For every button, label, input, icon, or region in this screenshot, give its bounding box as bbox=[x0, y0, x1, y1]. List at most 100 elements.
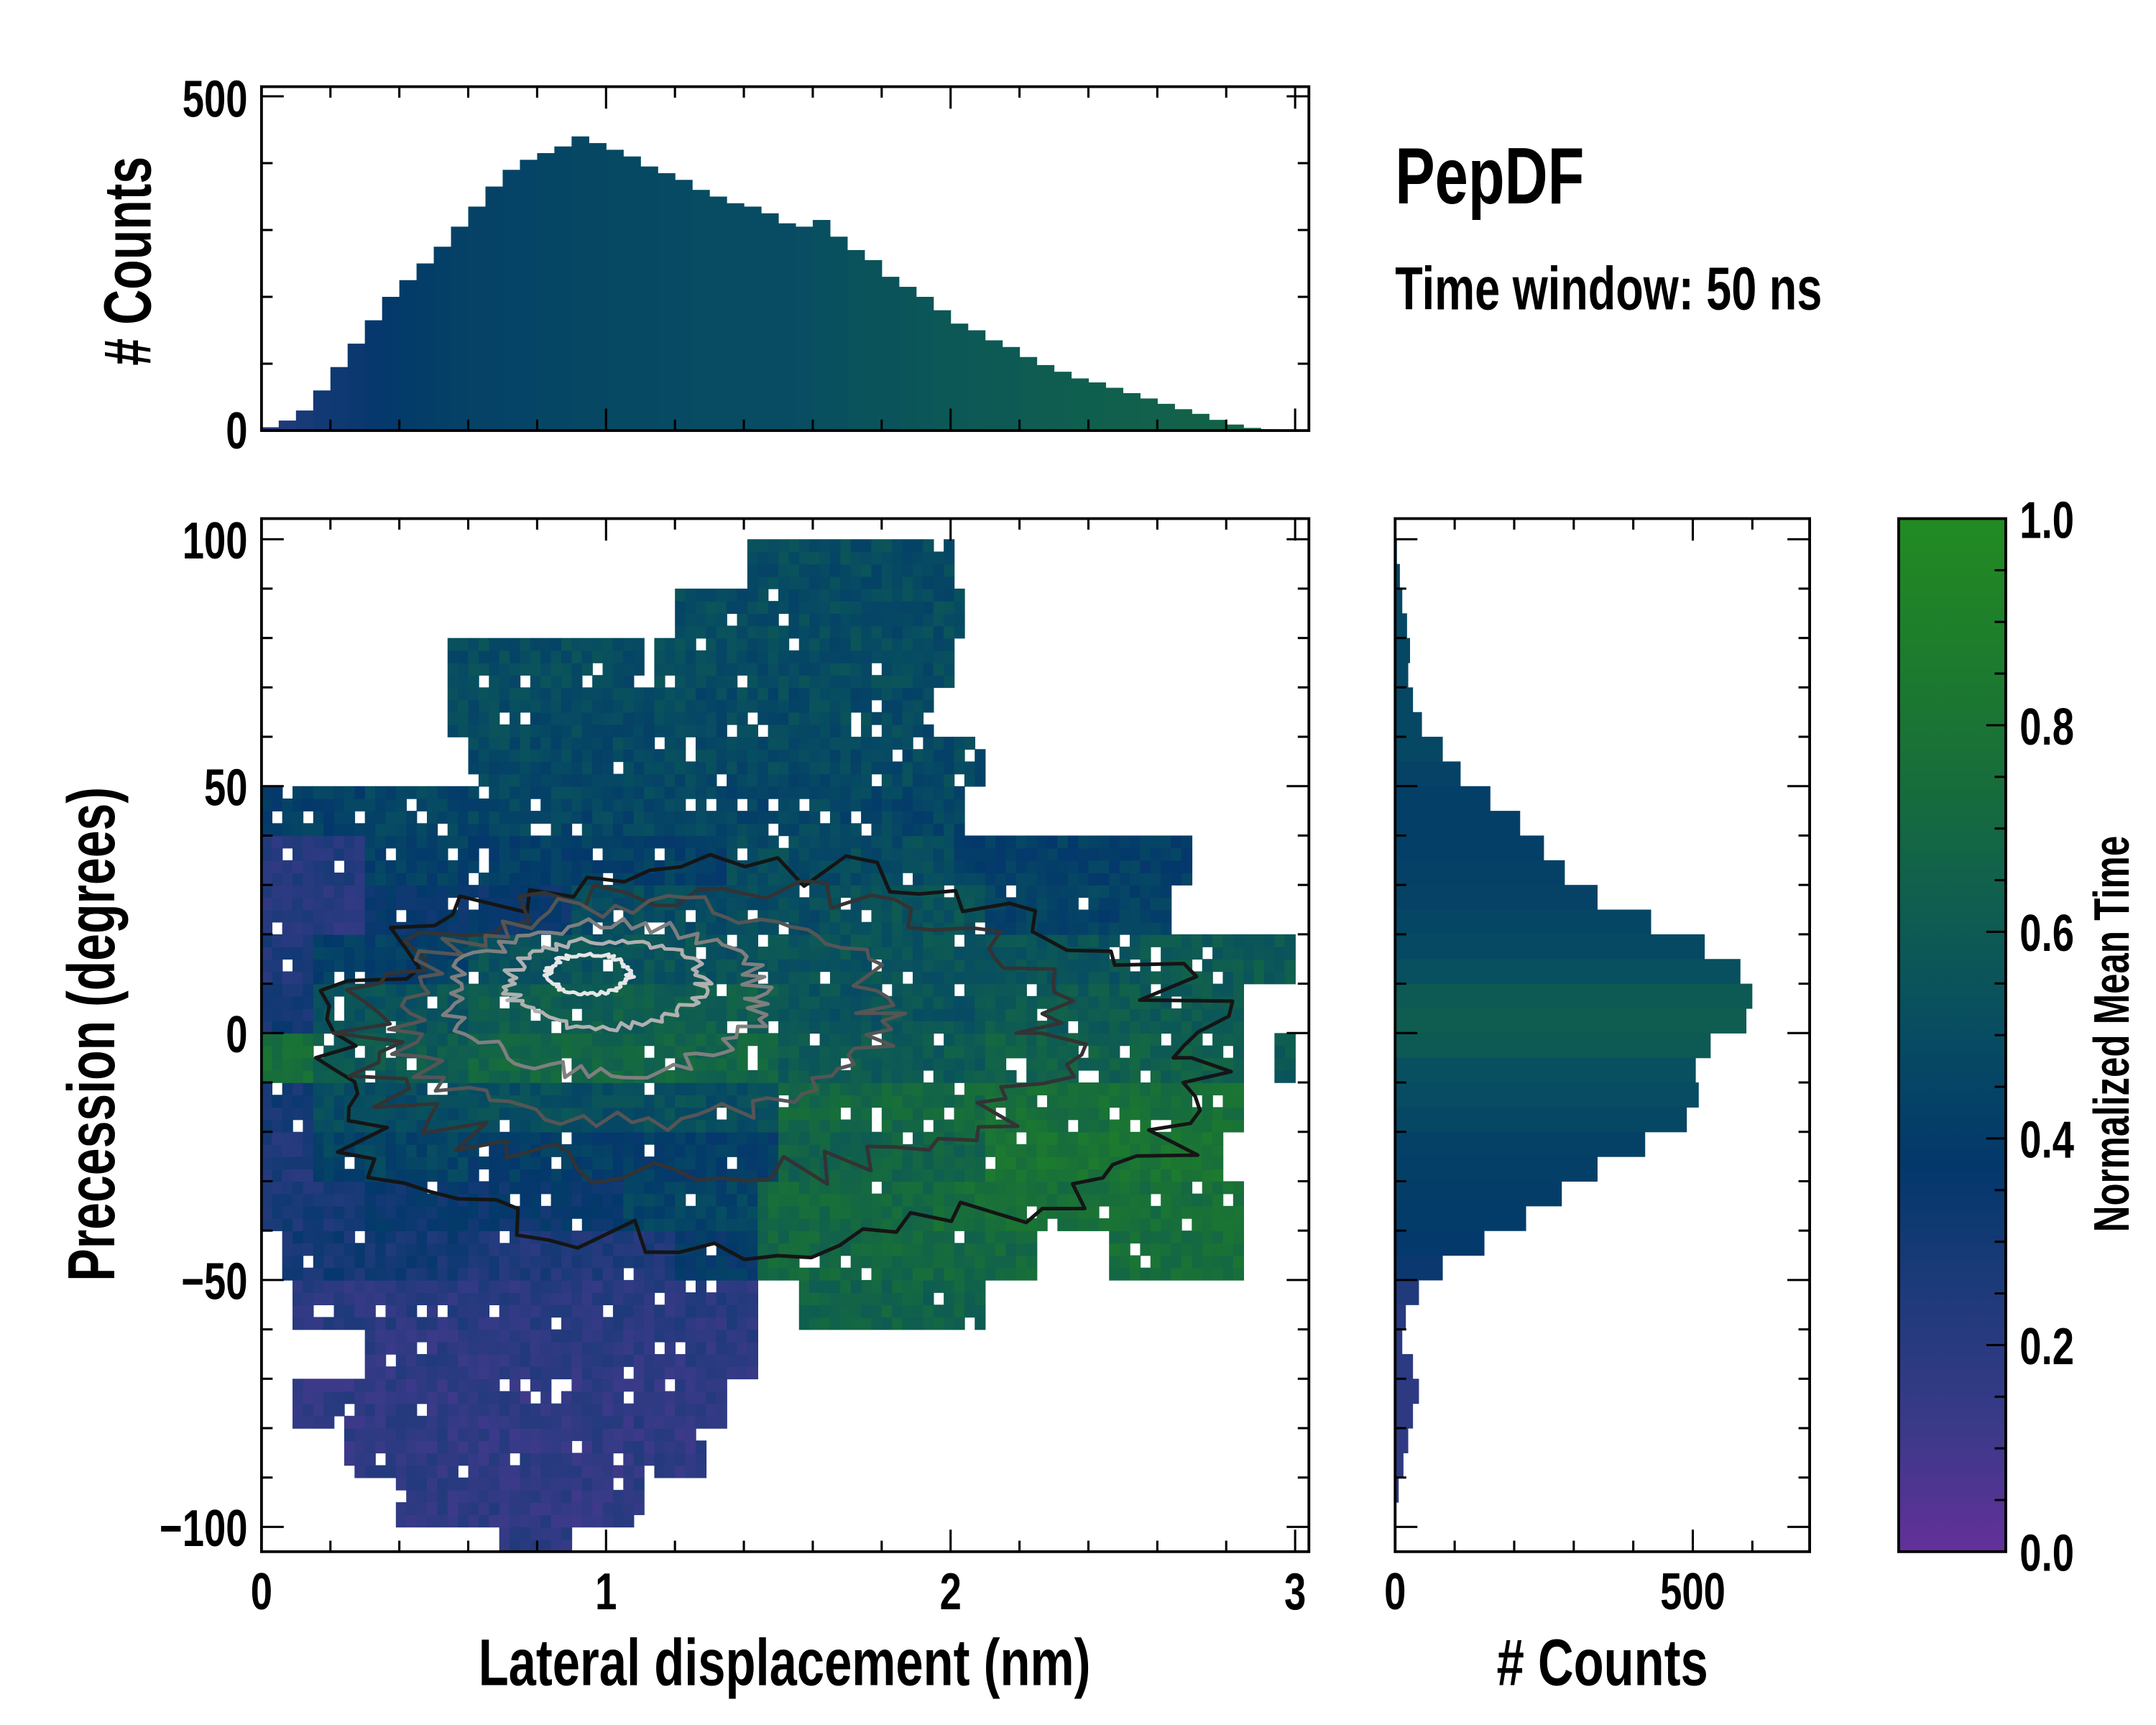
heatmap-cell bbox=[1098, 1181, 1110, 1195]
heatmap-cell bbox=[437, 1502, 448, 1515]
heatmap-cell bbox=[633, 1181, 645, 1195]
heatmap-cell bbox=[664, 1021, 676, 1034]
heatmap-cell bbox=[499, 1156, 510, 1170]
heatmap-cell bbox=[1005, 1144, 1017, 1157]
heatmap-cell bbox=[510, 1427, 521, 1441]
heatmap-cell bbox=[1109, 860, 1120, 873]
heatmap-cell bbox=[727, 1279, 738, 1293]
heatmap-cell bbox=[819, 921, 831, 935]
heatmap-cell bbox=[437, 1033, 448, 1046]
heatmap-cell bbox=[602, 1341, 614, 1355]
heatmap-cell bbox=[944, 786, 955, 799]
heatmap-cell bbox=[757, 1267, 769, 1281]
heatmap-cell bbox=[272, 1070, 283, 1083]
heatmap-cell bbox=[757, 1156, 769, 1170]
heatmap-cell bbox=[406, 897, 418, 911]
heatmap-cell bbox=[447, 1144, 459, 1157]
heatmap-cell bbox=[447, 1230, 459, 1244]
heatmap-cell bbox=[530, 983, 541, 997]
heatmap-cell bbox=[406, 1403, 418, 1417]
heatmap-cell bbox=[1026, 995, 1038, 1009]
heatmap-cell bbox=[954, 1279, 965, 1293]
heatmap-cell bbox=[871, 749, 883, 763]
heatmap-cell bbox=[840, 749, 852, 763]
heatmap-cell bbox=[716, 1341, 727, 1355]
heatmap-cell bbox=[985, 1181, 996, 1195]
heatmap-cell bbox=[902, 625, 913, 639]
heatmap-cell bbox=[654, 909, 665, 923]
heatmap-cell bbox=[923, 601, 934, 615]
heatmap-cell bbox=[1212, 1181, 1224, 1195]
heatmap-cell bbox=[313, 1131, 324, 1145]
heatmap-cell bbox=[664, 1131, 676, 1145]
heatmap-cell bbox=[612, 847, 625, 861]
heatmap-cell bbox=[437, 1353, 448, 1367]
heatmap-cell bbox=[850, 1279, 862, 1293]
top-hist-bar bbox=[433, 247, 452, 431]
heatmap-cell bbox=[571, 773, 583, 787]
heatmap-cell bbox=[778, 873, 790, 886]
heatmap-cell bbox=[510, 1156, 521, 1170]
heatmap-cell bbox=[561, 860, 573, 873]
heatmap-cell bbox=[447, 1427, 459, 1441]
heatmap-cell bbox=[612, 1440, 625, 1454]
heatmap-cell bbox=[478, 1095, 490, 1108]
heatmap-cell bbox=[612, 811, 625, 824]
heatmap-cell bbox=[1109, 1070, 1120, 1083]
heatmap-cell bbox=[706, 1144, 717, 1157]
heatmap-cell bbox=[364, 1243, 376, 1256]
heatmap-cell bbox=[406, 1267, 418, 1281]
heatmap-cell bbox=[354, 1243, 366, 1256]
heatmap-cell bbox=[581, 1391, 593, 1404]
heatmap-cell bbox=[520, 860, 531, 873]
heatmap-cell bbox=[829, 699, 842, 713]
heatmap-cell bbox=[695, 1440, 707, 1454]
heatmap-cell bbox=[654, 1329, 665, 1343]
heatmap-cell bbox=[1088, 897, 1100, 911]
heatmap-cell bbox=[685, 675, 696, 689]
heatmap-cell bbox=[561, 1502, 573, 1515]
heatmap-cell bbox=[1119, 1095, 1130, 1108]
heatmap-cell bbox=[303, 1292, 314, 1305]
heatmap-cell bbox=[344, 1440, 356, 1454]
heatmap-cell bbox=[520, 823, 531, 837]
heatmap-cell bbox=[282, 983, 293, 997]
heatmap-cell bbox=[530, 773, 541, 787]
heatmap-cell bbox=[1150, 1021, 1161, 1034]
heatmap-cell bbox=[954, 947, 965, 960]
heatmap-cell bbox=[354, 959, 366, 972]
heatmap-cell bbox=[1243, 971, 1255, 985]
heatmap-cell bbox=[1222, 971, 1234, 985]
heatmap-cell bbox=[1222, 959, 1234, 972]
heatmap-cell bbox=[489, 1279, 500, 1293]
heatmap-cell bbox=[550, 1292, 562, 1305]
heatmap-cell bbox=[716, 1379, 727, 1392]
heatmap-cell bbox=[510, 1514, 521, 1528]
heatmap-cell bbox=[292, 1230, 304, 1244]
heatmap-cell bbox=[1057, 1057, 1069, 1071]
heatmap-cell bbox=[664, 1107, 676, 1121]
heatmap-cell bbox=[1140, 847, 1151, 861]
heatmap-cell bbox=[861, 1095, 872, 1108]
heatmap-cell bbox=[303, 1021, 314, 1034]
heatmap-cell bbox=[706, 1415, 717, 1429]
heatmap-cell bbox=[861, 1181, 872, 1195]
heatmap-cell bbox=[313, 1008, 324, 1021]
heatmap-cell bbox=[944, 1279, 955, 1293]
top-hist-bar bbox=[916, 297, 934, 431]
heatmap-cell bbox=[964, 897, 976, 911]
heatmap-cell bbox=[757, 885, 769, 898]
heatmap-cell bbox=[385, 1243, 397, 1256]
heatmap-cell bbox=[395, 1305, 407, 1318]
heatmap-cell bbox=[416, 897, 428, 911]
figure-subtitle: Time window: 50 ns bbox=[1395, 255, 1822, 323]
heatmap-cell bbox=[1119, 1144, 1130, 1157]
heatmap-cell bbox=[861, 835, 872, 849]
heatmap-cell bbox=[985, 1033, 996, 1046]
heatmap-cell bbox=[1233, 1243, 1244, 1256]
heatmap-cell bbox=[912, 860, 924, 873]
heatmap-cell bbox=[644, 873, 655, 886]
heatmap-cell bbox=[902, 835, 913, 849]
heatmap-cell bbox=[303, 1144, 314, 1157]
heatmap-cell bbox=[1140, 921, 1151, 935]
